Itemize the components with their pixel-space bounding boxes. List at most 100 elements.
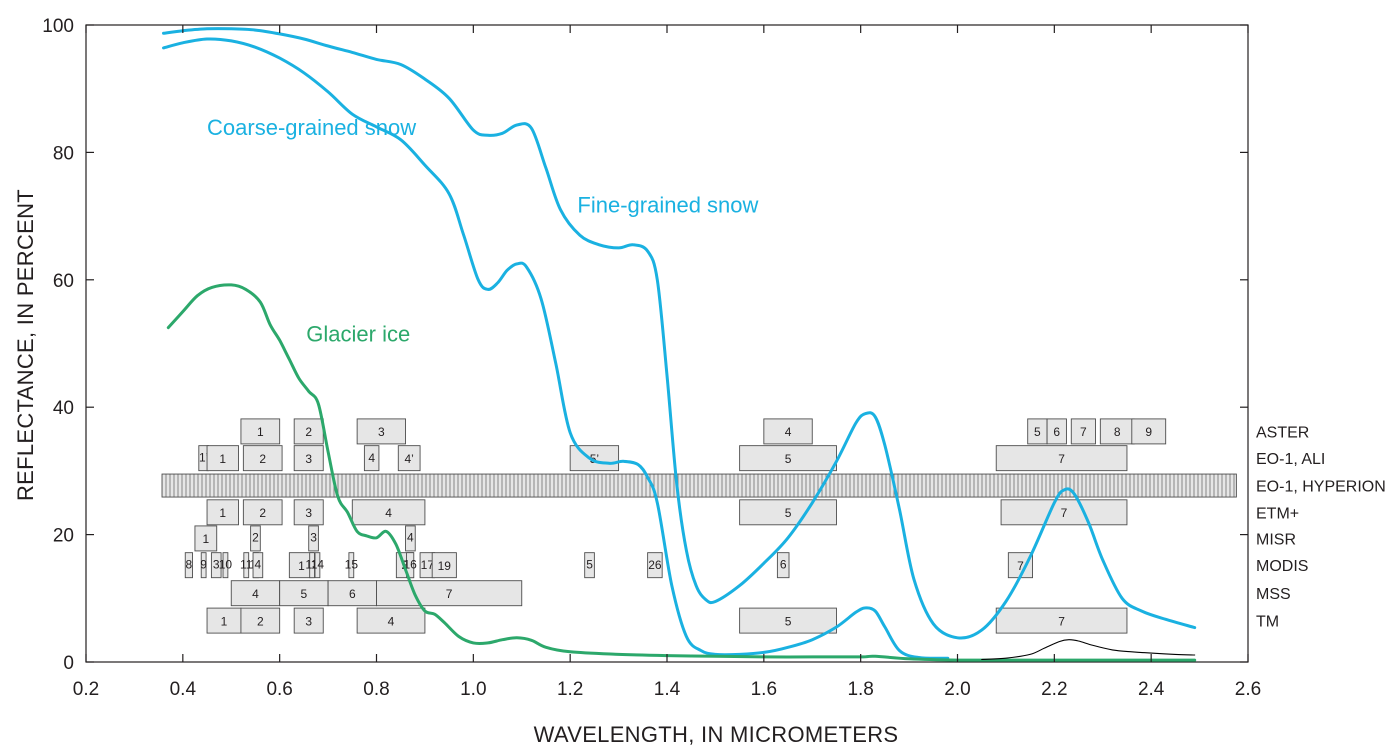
band-box — [397, 445, 421, 472]
band-label: 14 — [311, 557, 325, 571]
band-box — [376, 580, 523, 607]
y-tick-label: 60 — [53, 271, 74, 292]
band-label: 7 — [1058, 614, 1065, 628]
band-box — [405, 525, 416, 552]
band-label: 5 — [586, 557, 593, 571]
band-box — [240, 607, 281, 634]
band-box — [242, 499, 283, 526]
curve-glacier-ice — [166, 283, 1197, 662]
band-label: 1 — [221, 614, 228, 628]
band-label: 8 — [1114, 425, 1121, 439]
band-label: 3 — [305, 614, 312, 628]
band-box — [1131, 418, 1167, 445]
band-box — [161, 473, 1237, 498]
band-box — [240, 418, 281, 445]
axis-ticks: 0.2 0.4 0.6 0.8 1.0 1.2 1.4 1.6 1.8 2.0 2.2 2.4 2.6 0… — [42, 16, 1261, 700]
band-box — [1000, 499, 1128, 526]
band-label: 7 — [1017, 559, 1024, 573]
band-label: 8 — [186, 557, 193, 571]
series-labels: Coarse-grained snow Fine-grained snow Glac… — [207, 115, 758, 346]
band-box — [363, 445, 380, 472]
curve-coarse-grained-snow — [162, 37, 950, 660]
sensor-row-aster: 1 2 3 4 5 6 7 8 9 ASTER — [240, 418, 1309, 445]
band-box — [776, 552, 790, 579]
band-box — [250, 525, 261, 552]
band-label: 4 — [255, 557, 262, 571]
sensor-name-aster: ASTER — [1256, 424, 1309, 441]
band-label: 4 — [407, 531, 414, 545]
band-box — [242, 445, 283, 472]
x-tick-label: 1.4 — [654, 679, 681, 700]
band-label: 16 — [403, 557, 417, 571]
band-box — [293, 418, 324, 445]
band-box — [230, 580, 281, 607]
band-label: 4 — [252, 587, 259, 601]
band-box — [584, 552, 595, 579]
band-label: 6 — [780, 557, 787, 571]
band-box — [406, 552, 415, 579]
y-tick-label: 0 — [63, 653, 74, 674]
x-tick-label: 1.6 — [751, 679, 777, 700]
sensor-name-misr: MISR — [1256, 531, 1296, 548]
band-box — [293, 445, 324, 472]
series-label-coarse-grained-snow: Coarse-grained snow — [207, 115, 416, 140]
series-label-fine-grained-snow: Fine-grained snow — [577, 192, 758, 217]
band-box — [356, 607, 426, 634]
band-label: 6 — [1053, 425, 1060, 439]
band-label: 9 — [200, 557, 207, 571]
sensor-name-etm: ETM+ — [1256, 505, 1299, 522]
band-label: 1 — [219, 452, 226, 466]
band-label: 5 — [301, 587, 308, 601]
x-tick-label: 2.2 — [1041, 679, 1067, 700]
band-box — [1070, 418, 1096, 445]
band-label: 11 — [240, 557, 253, 571]
band-box — [210, 552, 222, 579]
sensor-name-tm: TM — [1256, 614, 1279, 631]
band-box — [309, 552, 315, 579]
band-label: 1 — [219, 506, 226, 520]
band-label: 3 — [305, 506, 312, 520]
sensor-row-mss: 4 5 6 7 MSS — [230, 580, 1291, 607]
band-label: 7 — [1058, 452, 1065, 466]
y-tick-label: 100 — [42, 16, 74, 37]
x-tick-label: 0.4 — [170, 679, 197, 700]
band-box — [995, 445, 1128, 472]
sensor-name-mss: MSS — [1256, 586, 1291, 603]
band-box — [279, 580, 329, 607]
band-label: 4 — [785, 425, 792, 439]
band-box — [739, 607, 837, 634]
band-box — [308, 525, 319, 552]
band-label: 2 — [252, 531, 259, 545]
band-box — [206, 445, 239, 472]
band-label: 2 — [259, 506, 266, 520]
band-box — [222, 552, 229, 579]
sensor-row-eo-1-ali: 1’ 1 2 3 4 4’ 5’ 5 7 EO-1, ALI — [198, 445, 1325, 472]
band-box — [348, 552, 355, 579]
sensor-name-eo-1-ali: EO-1, ALI — [1256, 451, 1325, 468]
sensor-row-modis: 89310111241131415216171952667MODIS — [184, 552, 1308, 579]
band-box — [206, 607, 242, 634]
x-tick-label: 2.6 — [1235, 679, 1261, 700]
band-box — [252, 552, 264, 579]
band-label: 4 — [368, 451, 375, 465]
band-box — [200, 552, 207, 579]
band-box — [243, 552, 250, 579]
band-box — [995, 607, 1128, 634]
sensor-row-tm: 1 2 3 4 5 7 TM — [206, 607, 1279, 634]
band-label: 19 — [438, 559, 452, 573]
band-label: 4 — [388, 614, 395, 628]
band-label: 5 — [785, 614, 792, 628]
band-label: 3 — [378, 425, 385, 439]
band-box — [431, 552, 457, 579]
band-label: 2 — [259, 452, 266, 466]
band-box — [293, 607, 324, 634]
sensor-row-eo-1-hyperion: EO-1, HYPERION — [161, 473, 1386, 498]
band-box — [1046, 418, 1067, 445]
y-tick-label: 20 — [53, 526, 74, 547]
band-box — [351, 499, 426, 526]
x-tick-label: 0.6 — [266, 679, 292, 700]
x-tick-label: 1.0 — [460, 679, 486, 700]
band-box — [314, 552, 321, 579]
